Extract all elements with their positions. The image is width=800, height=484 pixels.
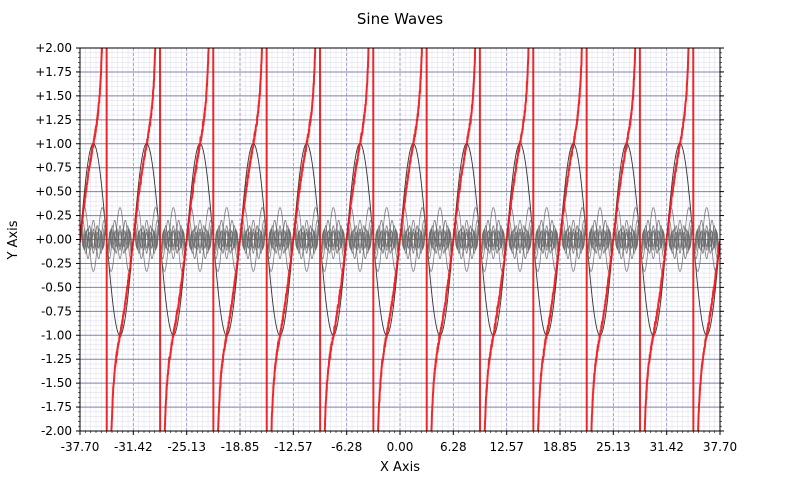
y-tick-label: +1.50 bbox=[35, 89, 72, 103]
x-tick-label: 6.28 bbox=[440, 440, 467, 454]
x-tick-label: -6.28 bbox=[331, 440, 362, 454]
x-tick-label: 37.70 bbox=[703, 440, 737, 454]
y-tick-label: +1.75 bbox=[35, 65, 72, 79]
x-tick-label: 18.85 bbox=[543, 440, 577, 454]
y-tick-label: -1.25 bbox=[41, 352, 72, 366]
x-tick-label: -25.13 bbox=[167, 440, 206, 454]
y-tick-label: -0.75 bbox=[41, 304, 72, 318]
y-tick-label: -0.50 bbox=[41, 280, 72, 294]
y-tick-label: -2.00 bbox=[41, 424, 72, 438]
y-tick-label: -0.25 bbox=[41, 256, 72, 270]
x-tick-label: 0.00 bbox=[387, 440, 414, 454]
x-tick-label: -31.42 bbox=[114, 440, 153, 454]
y-tick-label: -1.00 bbox=[41, 328, 72, 342]
x-tick-label: -12.57 bbox=[274, 440, 313, 454]
x-axis-label: X Axis bbox=[380, 460, 420, 475]
y-tick-label: +1.00 bbox=[35, 137, 72, 151]
x-tick-label: -37.70 bbox=[61, 440, 100, 454]
ticks-layer: +2.00 +1.75 +1.50 +1.25 +1.00 +0.75 +0.50 +0.25… bbox=[35, 41, 737, 454]
y-tick-label: -1.75 bbox=[41, 400, 72, 414]
series-layer bbox=[80, 48, 720, 431]
y-tick-label: +0.25 bbox=[35, 209, 72, 223]
x-tick-label: 12.57 bbox=[490, 440, 524, 454]
red-series-line bbox=[80, 48, 720, 431]
y-tick-label: +0.00 bbox=[35, 233, 72, 247]
y-tick-label: +0.75 bbox=[35, 161, 72, 175]
y-tick-label: -1.50 bbox=[41, 376, 72, 390]
chart-title: Sine Waves bbox=[357, 10, 443, 28]
y-tick-label: +1.25 bbox=[35, 113, 72, 127]
y-tick-label: +2.00 bbox=[35, 41, 72, 55]
y-tick-label: +0.50 bbox=[35, 185, 72, 199]
x-tick-label: -18.85 bbox=[221, 440, 260, 454]
x-tick-label: 25.13 bbox=[596, 440, 630, 454]
y-axis-label: Y Axis bbox=[6, 220, 21, 260]
x-tick-label: 31.42 bbox=[650, 440, 684, 454]
